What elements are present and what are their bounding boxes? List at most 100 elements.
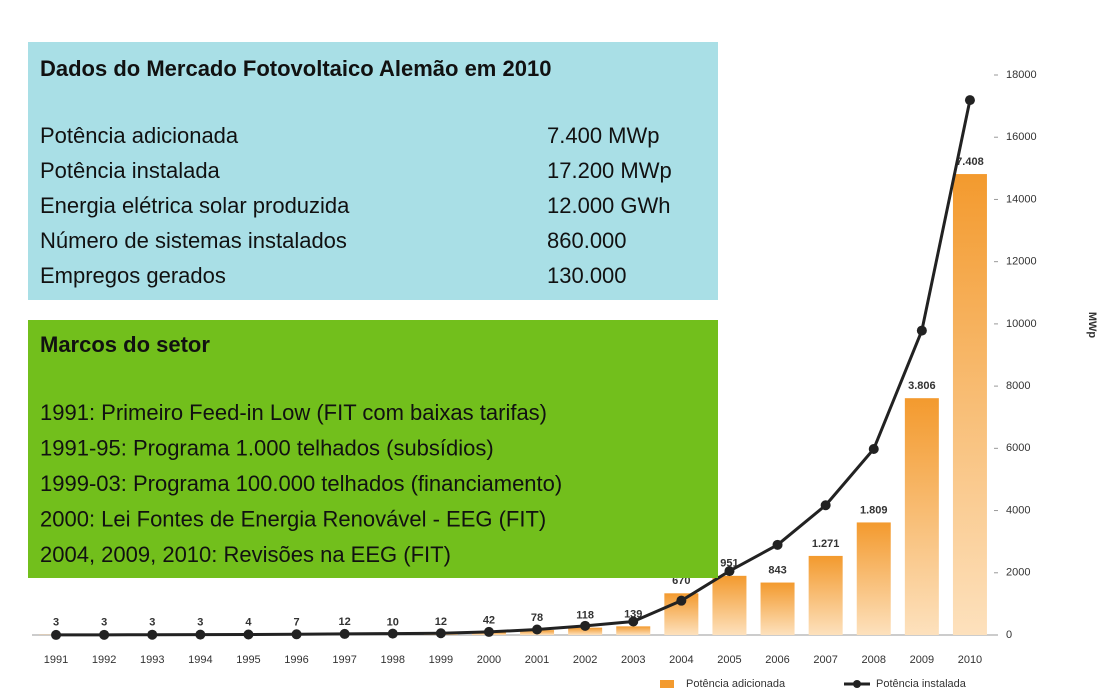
line-point — [387, 628, 398, 639]
line-point — [820, 500, 831, 511]
bar-label: 42 — [483, 614, 495, 626]
x-tick-label: 1996 — [284, 654, 308, 666]
line-point — [868, 443, 879, 454]
line-point — [291, 629, 302, 640]
line-point — [195, 629, 206, 640]
info-box — [28, 42, 718, 300]
legend-label: Potência adicionada — [686, 678, 786, 690]
bar-label: 3 — [101, 617, 107, 629]
x-tick-label: 2007 — [813, 654, 837, 666]
milestone: 2004, 2009, 2010: Revisões na EEG (FIT) — [40, 542, 451, 567]
info-label: Potência adicionada — [40, 123, 239, 148]
bar — [760, 582, 795, 635]
line-point — [147, 629, 158, 640]
y-tick-label: 4000 — [1006, 504, 1030, 516]
info-label: Empregos gerados — [40, 263, 226, 288]
line-point — [532, 624, 543, 635]
line-point — [580, 620, 591, 631]
x-tick-label: 2008 — [862, 654, 886, 666]
milestone: 2000: Lei Fontes de Energia Renovável - … — [40, 506, 546, 531]
y-tick-label: 10000 — [1006, 318, 1037, 330]
bar-label: 7 — [293, 616, 299, 628]
line — [56, 99, 972, 637]
bar-label: 118 — [576, 610, 594, 622]
x-tick-label: 1999 — [429, 654, 453, 666]
x-tick-label: 2000 — [477, 654, 501, 666]
info-value: 7.400 MWp — [547, 123, 660, 148]
milestone: 1999-03: Programa 100.000 telhados (fina… — [40, 471, 562, 496]
x-tick-label: 1991 — [44, 654, 68, 666]
bar-label: 3 — [149, 617, 155, 629]
bar — [712, 575, 747, 635]
info-value: 17.200 MWp — [547, 158, 672, 183]
bar-label: 7.408 — [956, 156, 984, 168]
info-label: Potência instalada — [40, 158, 221, 183]
bar — [616, 626, 651, 635]
info-value: 12.000 GWh — [547, 193, 671, 218]
bar-label: 10 — [387, 616, 399, 628]
milestone: 1991-95: Programa 1.000 telhados (subsíd… — [40, 435, 494, 460]
y-tick-label: 6000 — [1006, 442, 1030, 454]
bar-label: 12 — [435, 616, 447, 628]
line-point — [483, 626, 494, 637]
bar — [568, 627, 603, 635]
plot: 0 2000 4000 6000 8000 10000 12000 14000 16000 180… — [32, 69, 1098, 690]
bar-label: 139 — [624, 608, 642, 620]
line-point — [339, 628, 350, 639]
x-tick-label: 1993 — [140, 654, 164, 666]
bar-label: 1.271 — [812, 538, 840, 550]
y-tick-label: 16000 — [1006, 131, 1037, 143]
y-tick-label: 8000 — [1006, 380, 1030, 392]
y-tick-label: 14000 — [1006, 193, 1037, 205]
line-point — [772, 539, 783, 550]
bar-label: 3.806 — [908, 380, 936, 392]
y-tick-label: 0 — [1006, 629, 1012, 641]
bar-label: 4 — [245, 617, 252, 629]
bar — [952, 174, 987, 635]
line-point — [99, 629, 110, 640]
y-tick-label: 12000 — [1006, 256, 1037, 268]
bar-label: 843 — [768, 564, 786, 576]
legend-swatch — [853, 680, 861, 688]
x-tick-label: 2001 — [525, 654, 549, 666]
milestone: 1991: Primeiro Feed-in Low (FIT com baix… — [40, 400, 547, 425]
line-point — [916, 325, 927, 336]
x-tick-label: 2005 — [717, 654, 741, 666]
bar-label: 1.809 — [860, 504, 888, 516]
x-tick-label: 2006 — [765, 654, 789, 666]
bar — [856, 522, 891, 635]
bar — [904, 398, 939, 635]
bar-label: 3 — [53, 617, 59, 629]
y-axis-label: MWp — [1086, 312, 1098, 339]
info-value: 130.000 — [547, 263, 627, 288]
milestones-box — [28, 320, 718, 578]
info-value: 860.000 — [547, 228, 627, 253]
line-point — [435, 628, 446, 639]
line-point — [724, 566, 735, 577]
x-tick-label: 2003 — [621, 654, 645, 666]
x-tick-label: 2002 — [573, 654, 597, 666]
y-tick-label: 18000 — [1006, 69, 1037, 81]
info-label: Energia elétrica solar produzida — [40, 193, 350, 218]
bar — [808, 555, 843, 635]
bar-label: 3 — [197, 617, 203, 629]
x-tick-label: 2010 — [958, 654, 982, 666]
bar-label: 12 — [339, 616, 351, 628]
x-tick-label: 2004 — [669, 654, 693, 666]
bar-label: 951 — [720, 558, 738, 570]
x-tick-label: 2009 — [910, 654, 934, 666]
legend-label: Potência instalada — [876, 678, 967, 690]
x-tick-label: 1998 — [381, 654, 405, 666]
line-point — [628, 616, 639, 627]
x-tick-label: 1992 — [92, 654, 116, 666]
info-title: Dados do Mercado Fotovoltaico Alemão em … — [40, 56, 551, 81]
bar-label: 78 — [531, 612, 543, 624]
x-tick-label: 1997 — [332, 654, 356, 666]
info-label: Número de sistemas instalados — [40, 228, 347, 253]
x-tick-label: 1994 — [188, 654, 212, 666]
line-point — [51, 629, 62, 640]
line-point — [676, 595, 687, 606]
milestones-title: Marcos do setor — [40, 332, 210, 357]
bar-label: 670 — [672, 575, 690, 587]
